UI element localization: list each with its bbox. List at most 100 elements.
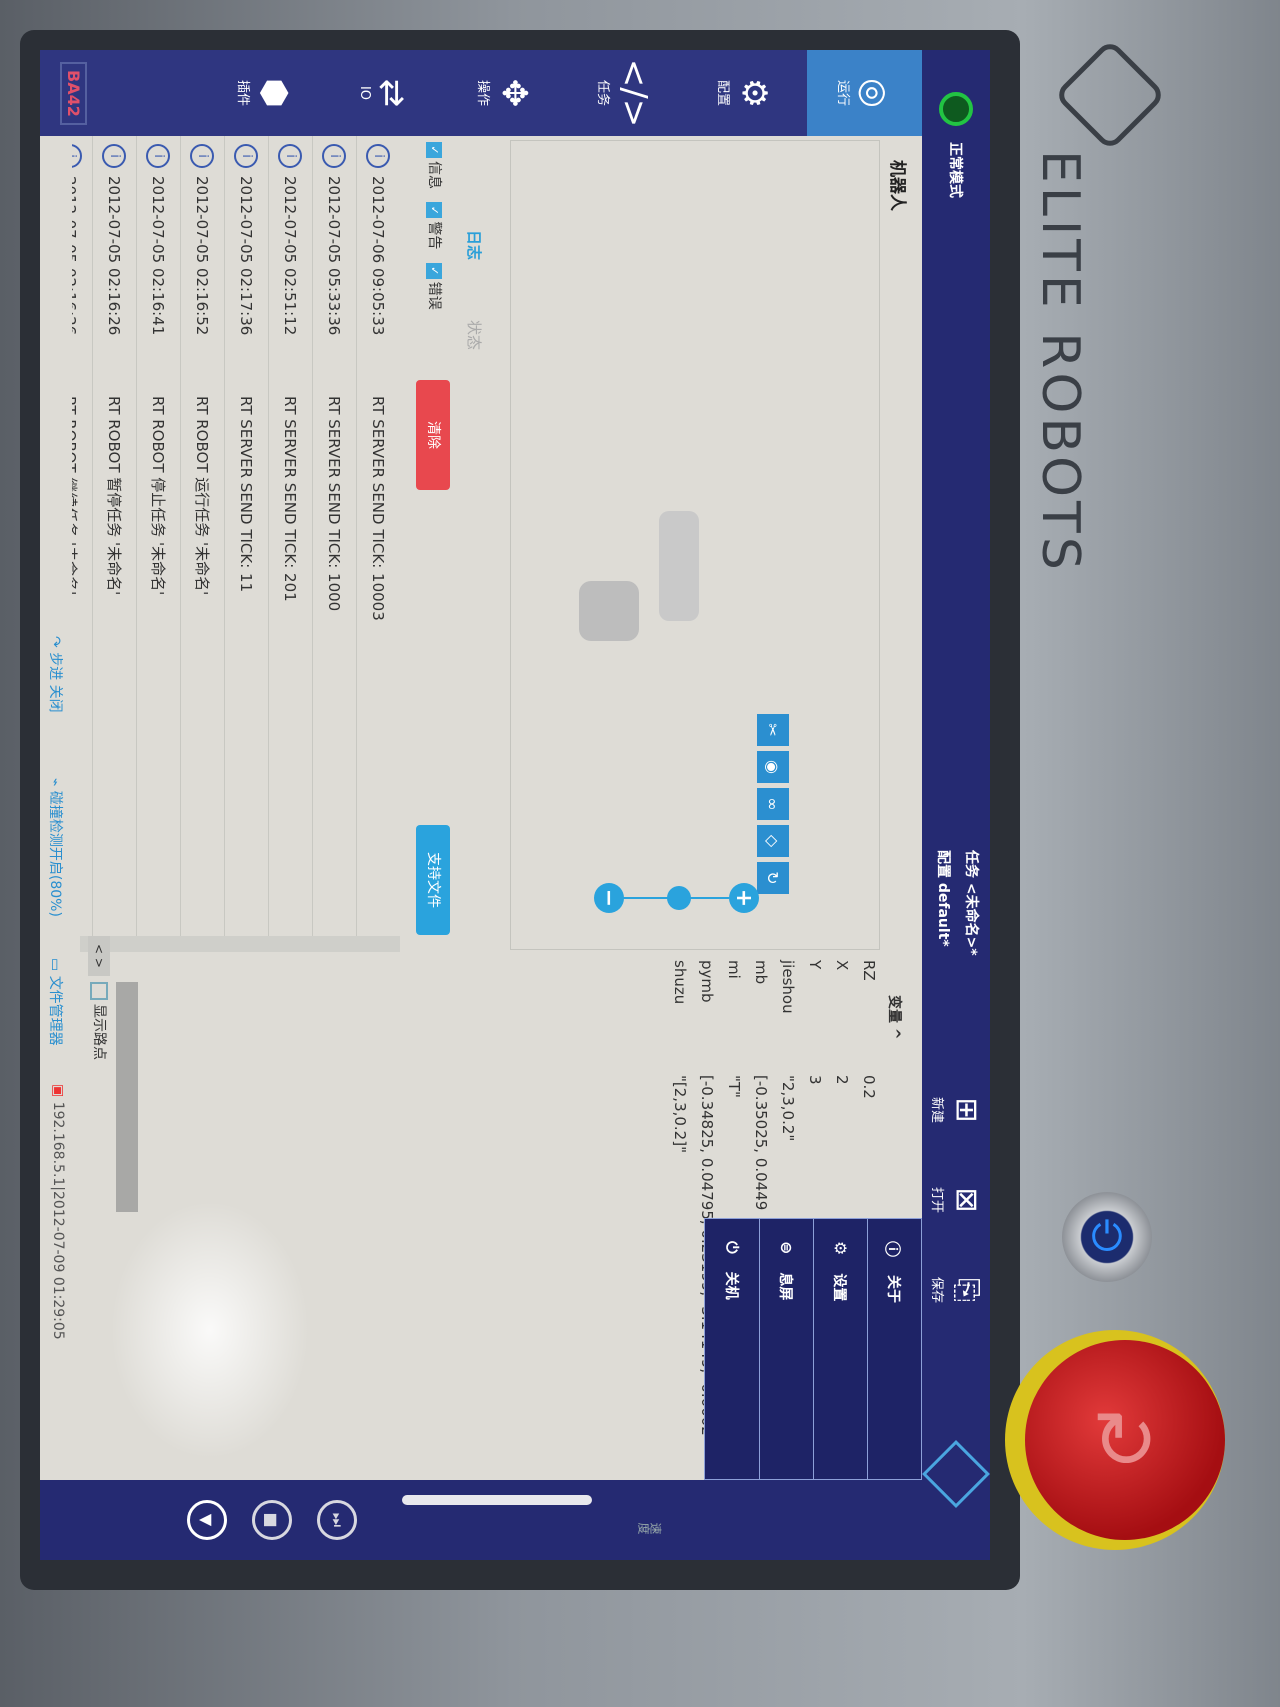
rotate-view-button[interactable]: ↻: [757, 862, 789, 894]
info-icon: i: [366, 144, 391, 168]
move-arrows-icon: ✥: [494, 78, 534, 108]
log-row[interactable]: i 2012-07-05 02:51:12 RT SERVER SEND TICK:…: [268, 136, 312, 936]
nav-run[interactable]: ◎ 运行: [807, 50, 922, 136]
show-waypoints-checkbox[interactable]: 显示路点: [90, 982, 110, 1060]
nav-config[interactable]: ⚙ 配置: [715, 77, 774, 109]
nav-plugin[interactable]: ⬢ 插件: [235, 78, 294, 108]
horizontal-scroll-arrows[interactable]: < >: [88, 936, 110, 976]
view-eye-button[interactable]: ◉: [757, 751, 789, 783]
open-folder-icon: ⊠: [949, 1187, 984, 1213]
emergency-stop-button[interactable]: ↻: [1025, 1340, 1225, 1540]
tab-status[interactable]: 状态: [465, 320, 483, 351]
filter-info[interactable]: ✓信息: [426, 142, 442, 189]
collision-status[interactable]: ⌁ 碰撞检测开启(80%): [47, 778, 63, 917]
mode-ok-icon: [939, 92, 973, 126]
sidebar: ◎ 运行 ⚙ 配置 </> 任务 ✥ 操作 ⇄ IO ⬢ 插件 BA42: [40, 50, 922, 136]
link-button[interactable]: ∞: [757, 788, 789, 820]
variable-name: mi: [725, 960, 743, 979]
menu-about[interactable]: ⓘ 关于: [867, 1219, 921, 1479]
network-icon: ▣: [50, 1084, 66, 1098]
log-message: RT SERVER SEND TICK: 1000: [325, 396, 344, 612]
menu-settings[interactable]: ⚙ 设置: [813, 1219, 867, 1479]
task-info: 任务 <未命名>*: [963, 850, 979, 956]
support-file-button[interactable]: 支持文件: [416, 825, 450, 935]
zoom-out-button[interactable]: −: [594, 883, 624, 913]
log-time: 2012-07-05 02:16:52: [193, 176, 212, 336]
config-gear-icon: ⚙: [734, 77, 774, 109]
robot-joint: [579, 581, 639, 641]
log-message: RT ROBOT 停止任务 '未命名': [149, 396, 167, 596]
zoom-in-button[interactable]: +: [729, 883, 759, 913]
power-icon: ⏻: [723, 1241, 742, 1254]
run-icon: ◎: [854, 78, 894, 108]
variable-value: "[2,3,0.2]": [671, 1075, 689, 1153]
log-time: 2012-07-05 02:17:36: [237, 176, 256, 336]
log-time: 2012-07-05 05:33:36: [325, 176, 344, 336]
log-message: RT ROBOT 运行任务 '未命名': [193, 396, 211, 596]
save-button[interactable]: ⎘ 保存: [929, 1255, 984, 1325]
log-row[interactable]: i 2012-07-06 09:05:33 RT SERVER SEND TICK:…: [356, 136, 400, 936]
zoom-slider-handle[interactable]: [667, 886, 691, 910]
variable-name: X: [833, 960, 851, 971]
save-icon: ⎘: [949, 1278, 984, 1302]
menu-logo-button[interactable]: [922, 1440, 990, 1508]
log-row[interactable]: i 2012-07-05 02:16:26 RT ROBOT 暂停任务 '未命名': [92, 136, 136, 936]
filter-error[interactable]: ✓错误: [426, 262, 442, 310]
new-button[interactable]: ⊞ 新建: [929, 1075, 984, 1145]
speed-slider[interactable]: [402, 1495, 592, 1505]
robot-panel-title: 机器人: [887, 160, 907, 211]
info-icon: i: [102, 144, 127, 168]
variable-value: "T": [725, 1075, 743, 1098]
log-scrollbar[interactable]: [80, 936, 400, 952]
step-mode-status[interactable]: ↷ 步进 关闭: [47, 636, 63, 713]
info-icon: i: [278, 144, 303, 168]
variable-value: "2,3,0.2": [779, 1075, 797, 1142]
cut-tool-button[interactable]: ✂: [757, 714, 789, 746]
log-message: RT ROBOT 暂停任务 '未命名': [105, 396, 123, 596]
log-row[interactable]: i 2012-07-05 02:16:52 RT ROBOT 运行任务 '未命名': [180, 136, 224, 936]
robot-3d-view: ✂ ◉ ∞ ◇ ↻ + −: [510, 140, 880, 950]
nav-operate[interactable]: ✥ 操作: [475, 78, 534, 108]
stop-button[interactable]: ■: [252, 1500, 292, 1540]
brand-name: ELITE ROBOTS: [1030, 150, 1090, 574]
speed-label: 速度: [638, 1521, 662, 1535]
io-icon: ⇄: [372, 78, 412, 108]
clear-button[interactable]: 清除: [416, 380, 450, 490]
log-time: 2012-07-05 02:16:41: [149, 176, 168, 336]
code-task-icon: </>: [614, 58, 654, 128]
variable-name: mb: [752, 960, 770, 985]
play-button[interactable]: ▼: [187, 1500, 227, 1540]
variable-name: jieshou: [779, 960, 797, 1014]
waypoint-slider[interactable]: [116, 982, 138, 1212]
nav-task[interactable]: </> 任务: [595, 58, 654, 128]
mode-label: 正常模式: [947, 142, 963, 198]
variable-value: [-0.35025, 0.0449: [752, 1075, 770, 1211]
ip-time: ▣ 192.168.5.1|2012-07-09 01:29:05: [50, 1084, 66, 1340]
tab-log[interactable]: 日志: [465, 230, 483, 261]
variable-name: Y: [806, 960, 824, 970]
filter-warning[interactable]: ✓警告: [426, 202, 442, 249]
log-time: 2012-07-05 02:51:12: [281, 176, 300, 336]
log-message: RT SERVER SEND TICK: 10003: [369, 396, 388, 621]
log-row[interactable]: i 2012-07-05 02:17:36 RT SERVER SEND TICK:…: [224, 136, 268, 936]
step-button[interactable]: ⏭: [317, 1500, 357, 1540]
erase-button[interactable]: ◇: [757, 825, 789, 857]
menu-shutdown[interactable]: ⏻ 关机: [723, 1241, 742, 1300]
nav-io[interactable]: ⇄ IO: [357, 78, 412, 108]
info-icon: i: [146, 144, 171, 168]
menu-screen-off[interactable]: ⊜ 息屏: [759, 1219, 813, 1479]
file-manager-link[interactable]: ▭ 文件管理器: [47, 958, 63, 1046]
variable-value: 0.2: [860, 1075, 878, 1099]
robot-model: [659, 511, 699, 621]
open-button[interactable]: ⊠ 打开: [929, 1165, 984, 1235]
log-filters: ✓信息 ✓警告 ✓错误: [425, 142, 445, 310]
header-bar: 正常模式 任务 <未命名>* 配置 default* ⊞ 新建 ⊠ 打开 ⎘ 保存: [922, 50, 990, 1560]
power-button[interactable]: ⏻: [1062, 1192, 1152, 1282]
screen-lock-icon: ⊜: [777, 1241, 796, 1255]
log-row[interactable]: i 2012-07-05 02:16:41 RT ROBOT 停止任务 '未命名': [136, 136, 180, 936]
log-time: 2012-07-06 09:05:33: [369, 176, 388, 336]
log-row[interactable]: i 2012-07-05 05:33:36 RT SERVER SEND TICK:…: [312, 136, 356, 936]
variable-value: 3: [806, 1075, 824, 1085]
status-bar: ↷ 步进 关闭 ⌁ 碰撞检测开启(80%) ▭ 文件管理器 ▣ 192.168.…: [40, 136, 72, 1480]
screen-glare: [110, 1200, 310, 1460]
